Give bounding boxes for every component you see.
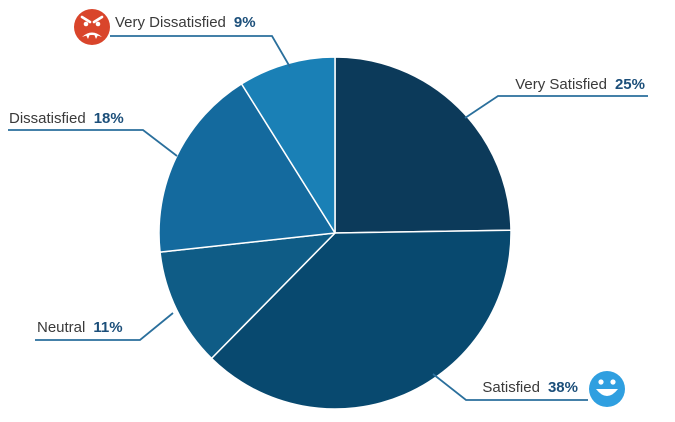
leader-line-satisfied (432, 373, 588, 401)
angry-face-icon (74, 9, 110, 45)
pie-slices (158, 56, 512, 410)
pie-slice-very-satisfied (334, 56, 512, 234)
leader-line-very-dissatisfied (110, 35, 291, 68)
pie-slice-neutral (159, 232, 336, 360)
slice-value: 11% (93, 319, 122, 336)
slice-label-dissatisfied: Dissatisfied 18% (9, 110, 124, 127)
slice-name: Satisfied (482, 379, 540, 396)
leader-line-neutral (35, 312, 174, 341)
slice-label-satisfied: Satisfied 38% (482, 379, 578, 396)
leader-line-very-satisfied (464, 95, 648, 119)
slice-name: Very Satisfied (515, 76, 607, 93)
slice-label-neutral: Neutral 11% (37, 319, 123, 336)
slice-value: 25% (615, 76, 645, 93)
slice-value: 9% (234, 14, 256, 31)
happy-face-icon (589, 371, 625, 407)
slice-name: Dissatisfied (9, 110, 86, 127)
leader-line-dissatisfied (8, 129, 178, 157)
slice-name: Neutral (37, 319, 85, 336)
slice-label-very-satisfied: Very Satisfied 25% (515, 76, 645, 93)
pie-slice-very-dissatisfied (240, 56, 336, 234)
slice-value: 38% (548, 379, 578, 396)
pie-slice-satisfied (210, 229, 512, 410)
slice-label-very-dissatisfied: Very Dissatisfied 9% (115, 14, 256, 31)
slice-value: 18% (94, 110, 124, 127)
leader-lines (8, 35, 648, 401)
slice-name: Very Dissatisfied (115, 14, 226, 31)
